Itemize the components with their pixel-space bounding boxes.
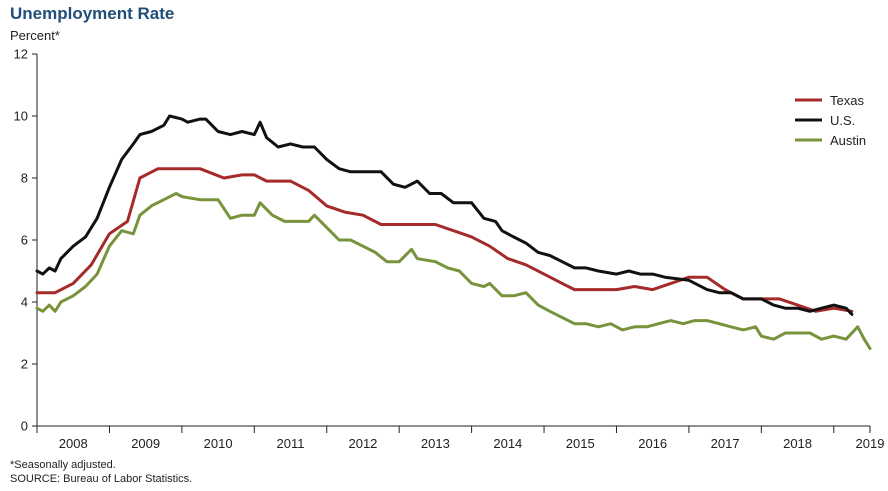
- x-tick-label: 2017: [711, 436, 740, 451]
- x-tick-label: 2013: [421, 436, 450, 451]
- y-tick-label: 8: [21, 171, 28, 186]
- y-tick-label: 10: [14, 109, 28, 124]
- footnote-source: SOURCE: Bureau of Labor Statistics.: [10, 473, 193, 485]
- y-tick-label: 12: [14, 47, 28, 62]
- legend-label-texas: Texas: [830, 93, 864, 108]
- series-line-texas: [35, 167, 854, 313]
- y-axis-unit-label: Percent*: [10, 28, 60, 43]
- series-line-us: [35, 114, 854, 316]
- x-tick-label: 2016: [638, 436, 667, 451]
- legend-label-us: U.S.: [830, 113, 855, 128]
- x-tick-label: 2012: [348, 436, 377, 451]
- legend-label-austin: Austin: [830, 133, 866, 148]
- chart-title: Unemployment Rate: [10, 4, 175, 23]
- footnote-seasonal: *Seasonally adjusted.: [10, 459, 116, 471]
- x-tick-label: 2008: [59, 436, 88, 451]
- x-tick-label: 2010: [204, 436, 233, 451]
- x-tick-label: 2011: [277, 436, 305, 451]
- x-tick-label: 2018: [783, 436, 812, 451]
- y-tick-label: 2: [21, 357, 28, 372]
- y-tick-label: 0: [21, 419, 28, 434]
- x-tick-label: 2015: [566, 436, 595, 451]
- y-tick-label: 6: [21, 233, 28, 248]
- x-tick-label: 2009: [131, 436, 160, 451]
- x-tick-label: 2014: [493, 436, 522, 451]
- y-tick-label: 4: [21, 295, 28, 310]
- series-line-austin: [35, 192, 872, 350]
- x-tick-label: 2019: [856, 436, 885, 451]
